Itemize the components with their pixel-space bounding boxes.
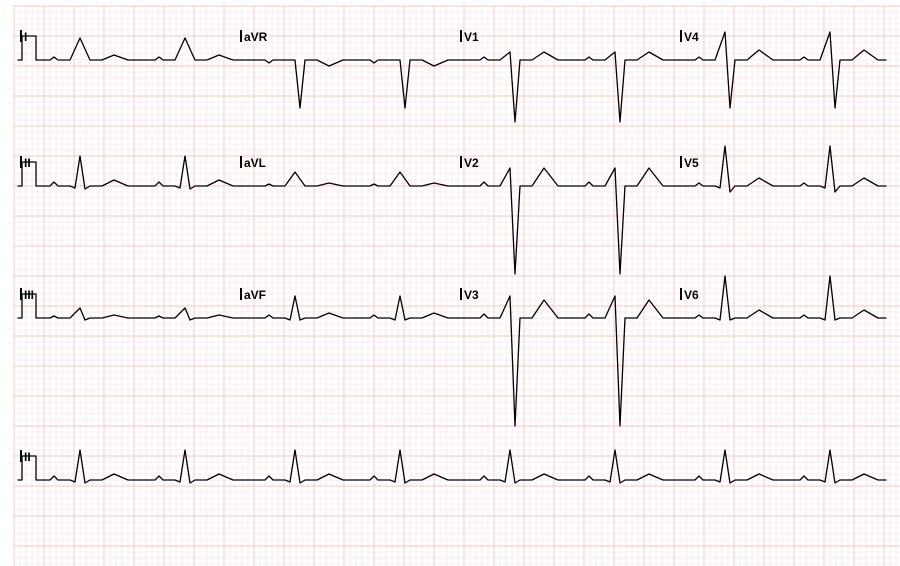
lead-label-text: V3 — [464, 288, 479, 302]
lead-label-avl: aVL — [240, 156, 266, 170]
ecg-traces — [0, 0, 900, 566]
lead-label-text: aVF — [244, 288, 266, 302]
lead-tick-icon — [680, 30, 682, 42]
lead-label-avr: aVR — [240, 30, 267, 44]
lead-label-text: I — [24, 30, 27, 44]
lead-label-text: V5 — [684, 156, 699, 170]
lead-label-v5: V5 — [680, 156, 699, 170]
lead-label-text: III — [24, 288, 34, 302]
lead-label-text: V6 — [684, 288, 699, 302]
lead-label-i: I — [20, 30, 27, 44]
lead-label-text: V1 — [464, 30, 479, 44]
lead-tick-icon — [460, 156, 462, 168]
lead-label-ii: II — [20, 450, 31, 464]
lead-tick-icon — [20, 450, 22, 462]
ecg-container: IaVR V1 V4 II aVL V2 V5 III aVF V3 V6 II — [0, 0, 900, 566]
lead-tick-icon — [240, 156, 242, 168]
lead-label-v2: V2 — [460, 156, 479, 170]
lead-label-text: II — [24, 156, 31, 170]
lead-label-v3: V3 — [460, 288, 479, 302]
lead-label-text: aVR — [244, 30, 267, 44]
lead-tick-icon — [460, 288, 462, 300]
lead-label-text: II — [24, 450, 31, 464]
lead-label-ii: II — [20, 156, 31, 170]
lead-tick-icon — [20, 288, 22, 300]
lead-label-v4: V4 — [680, 30, 699, 44]
lead-tick-icon — [20, 156, 22, 168]
lead-label-avf: aVF — [240, 288, 266, 302]
lead-tick-icon — [20, 30, 22, 42]
lead-label-v6: V6 — [680, 288, 699, 302]
lead-label-text: aVL — [244, 156, 266, 170]
lead-label-v1: V1 — [460, 30, 479, 44]
lead-tick-icon — [240, 288, 242, 300]
lead-tick-icon — [460, 30, 462, 42]
lead-tick-icon — [240, 30, 242, 42]
lead-tick-icon — [680, 288, 682, 300]
lead-label-text: V2 — [464, 156, 479, 170]
lead-tick-icon — [680, 156, 682, 168]
lead-label-text: V4 — [684, 30, 699, 44]
lead-label-iii: III — [20, 288, 34, 302]
